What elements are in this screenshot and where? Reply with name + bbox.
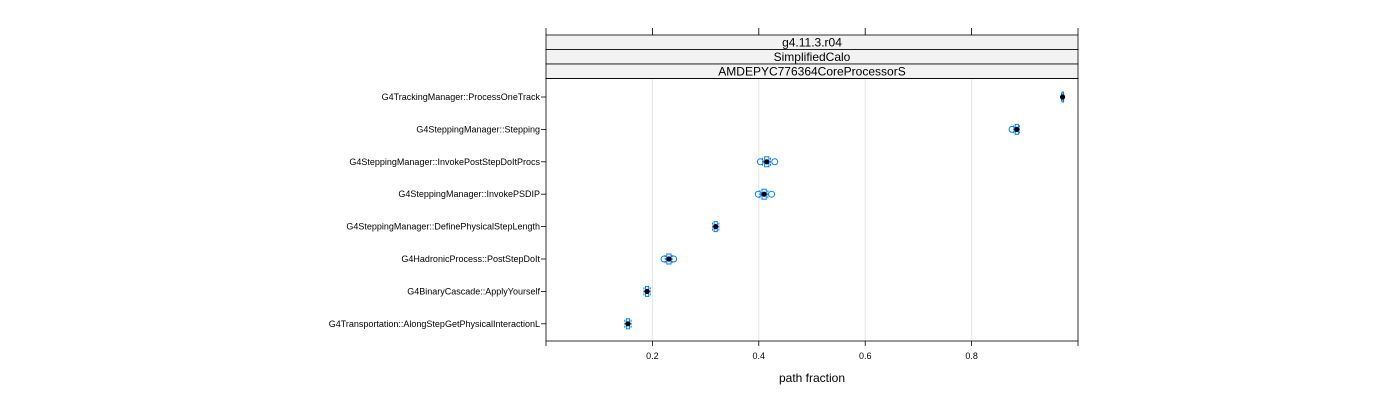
outlier-point [768,190,776,198]
median-point [625,321,631,327]
category-labels: G4TrackingManager::ProcessOneTrackG4Step… [329,92,546,329]
median-point [1059,94,1066,100]
data-marks [624,91,1066,330]
strip-label: SimplifiedCalo [774,50,851,64]
strip-headers: g4.11.3.r04SimplifiedCaloAMDEPYC776364Co… [545,34,1079,79]
category-label: G4SteppingManager::DefinePhysicalStepLen… [346,222,540,232]
strip-label: AMDEPYC776364CoreProcessorS [718,65,905,79]
x-tick-label: 0.2 [646,351,659,361]
outlier-point [771,158,779,166]
x-axis: 0.2 0.4 0.6 0.8 [545,28,1079,361]
category-label: G4SteppingManager::InvokePSDIP [398,189,540,199]
outlier-point [754,190,762,198]
x-tick-label: 0.8 [965,351,978,361]
category-label: G4HadronicProcess::PostStepDoIt [401,254,540,264]
x-tick-label: 0.6 [859,351,872,361]
median-point [713,224,719,230]
panel-border [545,78,1079,342]
strip-label: g4.11.3.r04 [782,36,842,50]
outlier-point [756,158,764,166]
category-label: G4TrackingManager::ProcessOneTrack [382,92,541,102]
x-tick-label: 0.4 [753,351,766,361]
category-label: G4SteppingManager::InvokePostStepDoItPro… [349,157,540,167]
grid-lines [651,28,973,341]
median-point [761,191,767,197]
median-point [666,256,672,262]
category-label: G4Transportation::AlongStepGetPhysicalIn… [329,319,540,329]
category-label: G4BinaryCascade::ApplyYourself [407,286,540,296]
category-label: G4SteppingManager::Stepping [416,124,540,134]
median-point [764,159,770,165]
panel-frame [545,78,1079,342]
median-point [1014,126,1020,132]
median-point [644,288,650,294]
x-axis-title: path fraction [779,371,845,385]
